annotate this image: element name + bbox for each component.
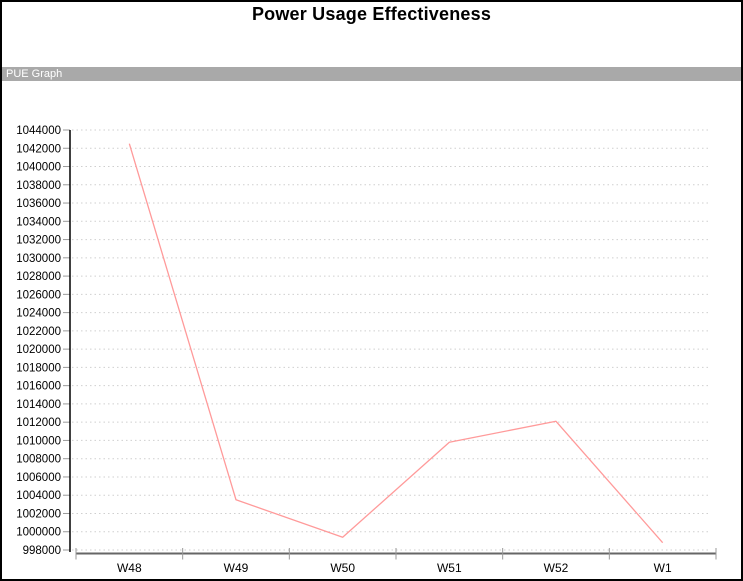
y-axis-tick-label: 1012000 (16, 417, 61, 429)
y-axis-tick-label: 1024000 (16, 308, 61, 320)
y-axis-tick-label: 1008000 (16, 454, 61, 466)
y-axis-tick-label: 1016000 (16, 381, 61, 393)
x-axis-tick-label: W50 (330, 561, 355, 575)
section-header-bar: PUE Graph (2, 67, 741, 81)
y-axis-tick-label: 1010000 (16, 435, 61, 447)
x-axis-tick-label: W51 (437, 561, 462, 575)
x-axis-tick-label: W48 (117, 561, 142, 575)
chart-title: Power Usage Effectiveness (251, 4, 492, 24)
y-axis-tick-label: 998000 (23, 545, 61, 557)
y-axis-tick-label: 1030000 (16, 253, 61, 265)
y-axis-tick-label: 1006000 (16, 472, 61, 484)
y-axis-tick-label: 1018000 (16, 362, 61, 374)
y-axis-tick-label: 1028000 (16, 271, 61, 283)
data-line-series (128, 143, 664, 544)
y-axis-tick-label: 1020000 (16, 344, 61, 356)
section-header-label: PUE Graph (6, 68, 63, 80)
y-axis-tick-label: 1038000 (16, 180, 61, 192)
x-axis-tick-label: W1 (654, 561, 672, 575)
y-axis-tick-label: 1042000 (16, 143, 61, 155)
y-axis-tick-label: 1000000 (16, 527, 61, 539)
y-axis-tick-label: 1002000 (16, 508, 61, 520)
y-axis-tick-label: 1022000 (16, 326, 61, 338)
y-axis-tick-label: 1036000 (16, 198, 61, 210)
y-axis-tick-label: 1026000 (16, 289, 61, 301)
y-axis-tick-label: 1034000 (16, 216, 61, 228)
y-axis-tick-label: 1014000 (16, 399, 61, 411)
x-axis-tick-label: W49 (224, 561, 249, 575)
x-axis-tick-label: W52 (544, 561, 569, 575)
y-axis-tick-label: 1044000 (16, 125, 61, 137)
y-axis-tick-label: 1004000 (16, 490, 61, 502)
y-axis-tick-label: 1032000 (16, 235, 61, 247)
y-axis-tick-label: 1040000 (16, 162, 61, 174)
